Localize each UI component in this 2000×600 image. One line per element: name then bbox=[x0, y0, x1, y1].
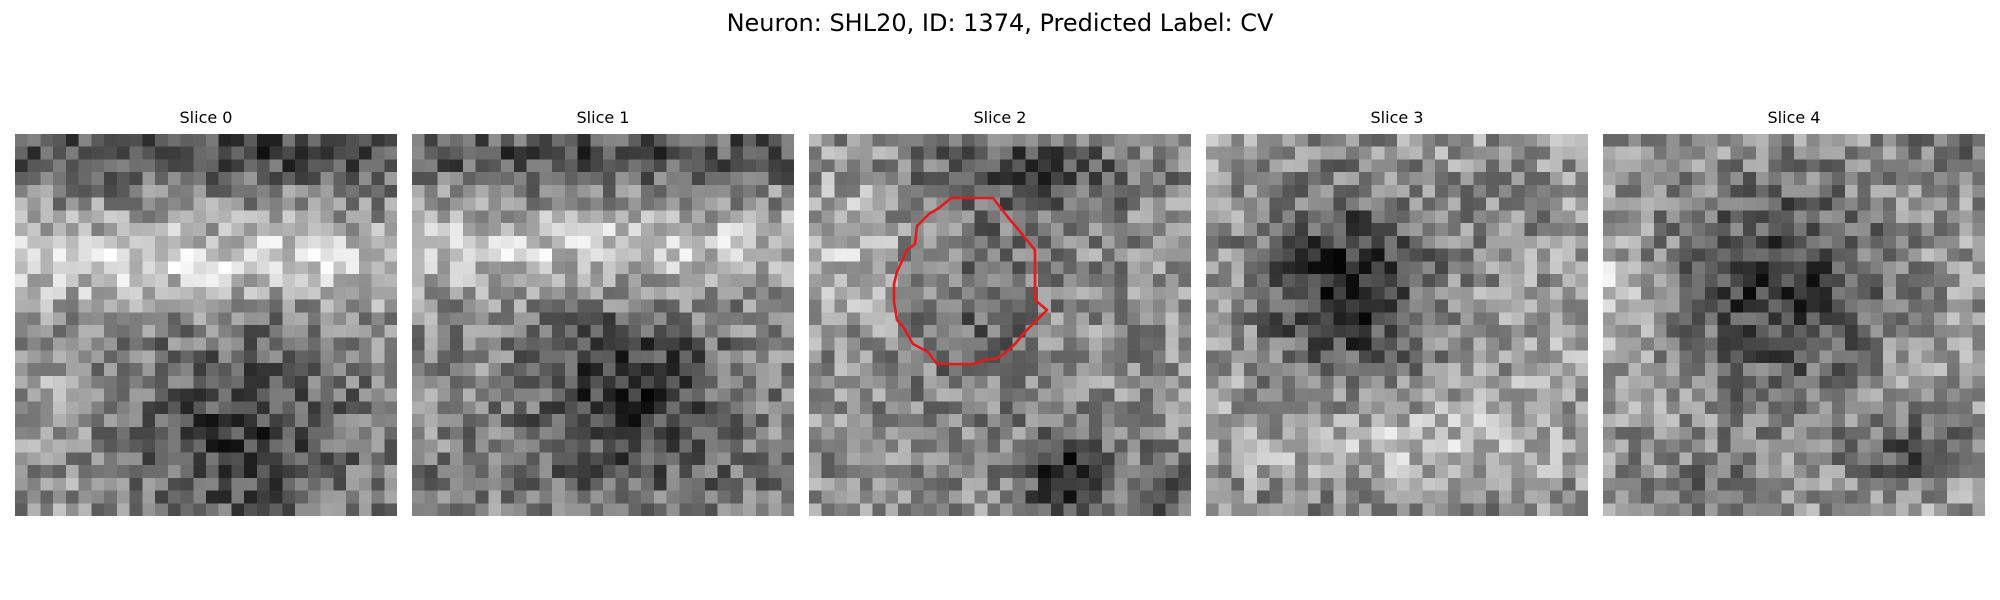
slice-title-4: Slice 4 bbox=[1767, 108, 1821, 127]
slice-canvas-2 bbox=[809, 134, 1191, 516]
slice-canvas-1 bbox=[412, 134, 794, 516]
slice-canvas-4 bbox=[1603, 134, 1985, 516]
slice-canvas-0 bbox=[15, 134, 397, 516]
slice-image-0 bbox=[15, 134, 397, 516]
slice-title-2: Slice 2 bbox=[973, 108, 1027, 127]
slice-image-1 bbox=[412, 134, 794, 516]
slice-panel-1: Slice 1 bbox=[412, 108, 794, 516]
slice-image-4 bbox=[1603, 134, 1985, 516]
slice-panel-0: Slice 0 bbox=[15, 108, 397, 516]
slice-panel-3: Slice 3 bbox=[1206, 108, 1588, 516]
slice-panel-2: Slice 2 bbox=[809, 108, 1191, 516]
slice-title-3: Slice 3 bbox=[1370, 108, 1424, 127]
figure-title: Neuron: SHL20, ID: 1374, Predicted Label… bbox=[726, 9, 1274, 37]
slice-canvas-3 bbox=[1206, 134, 1588, 516]
slice-image-3 bbox=[1206, 134, 1588, 516]
slice-title-1: Slice 1 bbox=[576, 108, 630, 127]
slice-image-2 bbox=[809, 134, 1191, 516]
slice-panel-4: Slice 4 bbox=[1603, 108, 1985, 516]
slice-title-0: Slice 0 bbox=[179, 108, 233, 127]
